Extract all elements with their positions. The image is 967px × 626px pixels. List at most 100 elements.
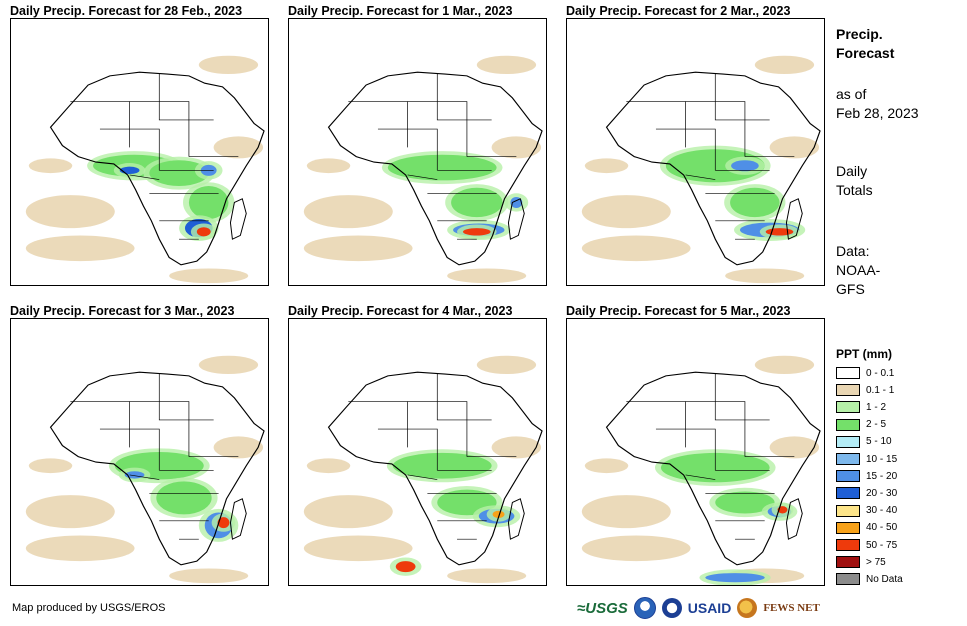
- legend-item: 0 - 0.1: [836, 366, 894, 380]
- country-border: [714, 74, 770, 121]
- dry-area: [581, 495, 671, 529]
- panel-title: Daily Precip. Forecast for 4 Mar., 2023: [288, 304, 513, 318]
- country-border: [407, 401, 468, 457]
- dry-area: [725, 268, 805, 284]
- legend-label: 15 - 20: [866, 470, 898, 482]
- legend-swatch: [836, 470, 860, 483]
- legend-label: No Data: [866, 573, 903, 585]
- legend-label: 5 - 10: [866, 436, 892, 448]
- usaid-seal-icon: [661, 598, 682, 618]
- country-border: [348, 401, 408, 448]
- daily-totals-note: Daily Totals: [836, 162, 873, 200]
- legend-swatch: [836, 453, 860, 465]
- usgs-logo: ≈USGS: [577, 599, 628, 617]
- country-border: [99, 428, 160, 471]
- totals-line1: Daily: [836, 163, 868, 179]
- precip-blob: [196, 227, 211, 237]
- legend-item: > 75: [836, 555, 886, 569]
- country-border: [158, 74, 214, 121]
- precip-blob: [451, 187, 503, 218]
- country-border: [129, 174, 160, 180]
- dry-area: [169, 268, 249, 284]
- africa-map-svg: [25, 355, 265, 584]
- country-border: [99, 128, 160, 171]
- country-border: [655, 128, 716, 171]
- legend-item: 5 - 10: [836, 435, 892, 449]
- legend-label: 50 - 75: [866, 539, 898, 551]
- country-border: [436, 74, 492, 121]
- africa-map-svg: [581, 55, 821, 284]
- dry-area: [25, 195, 115, 229]
- panel-title: Daily Precip. Forecast for 3 Mar., 2023: [10, 304, 235, 318]
- dry-area: [25, 235, 135, 262]
- country-border: [685, 174, 716, 180]
- fews-net-logo: FEWS NET: [763, 602, 820, 614]
- country-border: [655, 428, 716, 471]
- legend-label: 2 - 5: [866, 419, 887, 431]
- madagascar-outline: [785, 198, 803, 240]
- dry-area: [169, 568, 249, 584]
- legend-item: 1 - 2: [836, 400, 886, 414]
- country-border: [436, 374, 492, 421]
- dry-area: [198, 355, 259, 375]
- legend-swatch: [836, 539, 860, 551]
- legend-swatch: [836, 556, 860, 569]
- legend-label: 20 - 30: [866, 487, 898, 499]
- country-border: [158, 374, 214, 421]
- legend-swatch: [836, 521, 860, 534]
- precip-blob: [395, 561, 416, 573]
- legend-label: 10 - 15: [866, 453, 898, 465]
- dry-area: [584, 158, 629, 174]
- legend-label: 0 - 0.1: [866, 367, 895, 379]
- dry-area: [303, 495, 393, 529]
- precip-blob: [715, 491, 775, 514]
- dry-area: [491, 136, 542, 159]
- country-border: [70, 101, 130, 148]
- dry-area: [28, 458, 73, 474]
- africa-coastline: [605, 371, 821, 566]
- dry-area: [306, 158, 351, 174]
- dry-area: [584, 458, 629, 474]
- country-border: [129, 401, 190, 457]
- legend-swatch: [836, 384, 860, 397]
- legend-item: 0.1 - 1: [836, 383, 894, 397]
- africa-coastline: [605, 71, 821, 266]
- legend-label: 1 - 2: [866, 401, 887, 413]
- country-border: [714, 374, 770, 421]
- precip-blob: [730, 187, 780, 218]
- precip-blob: [156, 481, 212, 515]
- precip-blob: [217, 517, 230, 529]
- forecast-panel-3: Daily Precip. Forecast for 2 Mar., 2023: [566, 4, 831, 290]
- legend-label: > 75: [866, 556, 886, 568]
- country-border: [129, 101, 190, 157]
- as-of-date: as of Feb 28, 2023: [836, 85, 919, 123]
- dry-area: [306, 458, 351, 474]
- legend-title: PPT (mm): [836, 347, 893, 361]
- precip-blob: [462, 228, 491, 236]
- legend-swatch: [836, 367, 860, 379]
- precip-map: [10, 18, 269, 286]
- panel-title: Daily Precip. Forecast for 1 Mar., 2023: [288, 4, 513, 18]
- legend-item: No Data: [836, 572, 903, 586]
- country-border: [129, 474, 160, 480]
- legend-item: 15 - 20: [836, 469, 897, 483]
- precip-map: [10, 318, 269, 586]
- precip-blob: [387, 154, 497, 181]
- africa-map-svg: [581, 355, 821, 585]
- fews-globe-icon: [737, 598, 758, 618]
- country-border: [70, 401, 130, 448]
- side-heading: Precip. Forecast: [836, 25, 894, 63]
- dry-area: [25, 495, 115, 529]
- dry-area: [476, 355, 537, 375]
- country-border: [407, 174, 438, 180]
- madagascar-outline: [785, 498, 803, 540]
- forecast-panel-6: Daily Precip. Forecast for 5 Mar., 2023: [566, 304, 831, 590]
- country-border: [407, 474, 438, 480]
- dry-area: [769, 136, 820, 159]
- dry-area: [28, 158, 73, 174]
- dry-area: [769, 436, 820, 459]
- country-border: [685, 101, 746, 157]
- country-border: [348, 101, 408, 148]
- country-border: [685, 474, 716, 480]
- data-line3: GFS: [836, 281, 865, 297]
